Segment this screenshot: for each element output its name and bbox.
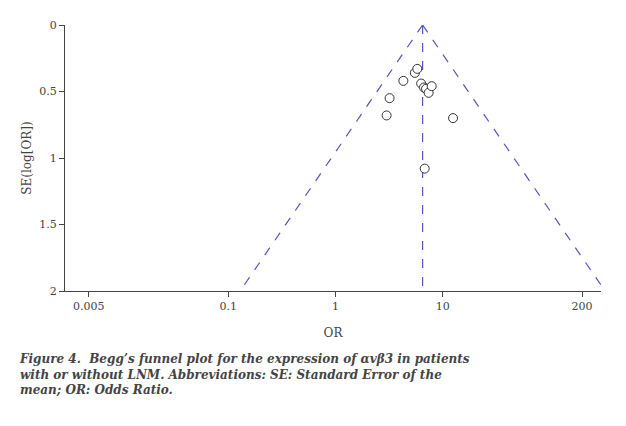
svg-text:0.1: 0.1 <box>220 300 238 313</box>
svg-text:10: 10 <box>436 300 450 313</box>
svg-text:0.5: 0.5 <box>39 85 57 98</box>
svg-text:200: 200 <box>572 300 593 313</box>
svg-text:1: 1 <box>332 300 339 313</box>
svg-text:Figure 4. Begg’s funnel plot: Figure 4. Begg’s funnel plot for the exp… <box>19 352 470 397</box>
svg-text:1.5: 1.5 <box>39 218 57 231</box>
svg-text:0.005: 0.005 <box>73 300 105 313</box>
svg-text:1: 1 <box>50 152 57 165</box>
svg-text:2: 2 <box>50 285 57 298</box>
svg-text:OR: OR <box>324 326 344 340</box>
svg-text:0: 0 <box>50 19 57 32</box>
svg-text:SE(log[OR]): SE(log[OR]) <box>20 121 34 194</box>
